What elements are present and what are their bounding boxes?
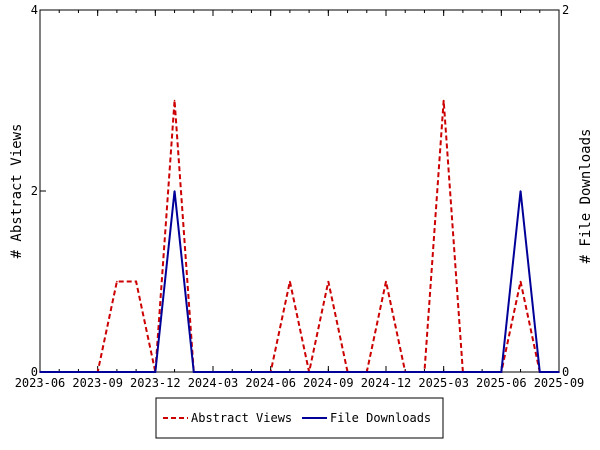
data-point-file-downloads — [500, 371, 503, 373]
series-line-file-downloads — [40, 190, 559, 373]
data-point-file-downloads — [289, 371, 291, 373]
data-point-file-downloads — [58, 371, 61, 373]
data-point-file-downloads — [250, 371, 253, 373]
y-left-tick-label: 4 — [31, 3, 38, 17]
y-axis-title-right: # File Downloads — [578, 129, 594, 264]
y-axis-title-left: # Abstract Views — [9, 124, 25, 259]
data-point-abstract-views — [116, 280, 118, 283]
x-tick-label: 2024-12 — [361, 376, 412, 390]
x-tick-label: 2024-03 — [188, 376, 239, 390]
data-point-file-downloads — [346, 371, 349, 373]
data-point-abstract-views — [135, 280, 137, 283]
series-line-abstract-views — [40, 100, 559, 373]
data-point-abstract-views — [519, 280, 522, 283]
data-point-abstract-views — [327, 280, 330, 283]
plot-frame — [39, 9, 560, 373]
data-point-abstract-views — [442, 99, 445, 102]
data-point-file-downloads — [385, 371, 387, 373]
data-point-file-downloads — [462, 371, 464, 373]
data-point-abstract-views — [289, 280, 291, 283]
data-point-file-downloads — [173, 190, 176, 192]
data-point-file-downloads — [365, 371, 368, 373]
legend-label-abstract-views: Abstract Views — [191, 411, 292, 425]
data-point-file-downloads — [135, 371, 137, 373]
x-tick-label: 2023-12 — [130, 376, 181, 390]
x-tick-label: 2024-06 — [245, 376, 296, 390]
x-tick-label: 2025-09 — [534, 376, 585, 390]
data-point-file-downloads — [116, 371, 118, 373]
data-point-file-downloads — [519, 190, 522, 192]
x-tick-label: 2024-09 — [303, 376, 354, 390]
legend-box — [155, 397, 444, 439]
data-point-file-downloads — [308, 371, 310, 373]
data-point-file-downloads — [269, 371, 272, 373]
x-tick-label: 2025-06 — [476, 376, 527, 390]
data-point-file-downloads — [96, 371, 99, 373]
data-point-file-downloads — [327, 371, 330, 373]
plot-area: 2023-06 2023-09 2023-12 2024-03 2024-06 2024-… — [15, 3, 585, 390]
data-point-file-downloads — [404, 371, 407, 373]
y-left-tick-label: 0 — [31, 365, 38, 379]
y-left-tick-label: 2 — [31, 184, 38, 198]
data-point-file-downloads — [212, 371, 214, 373]
data-point-file-downloads — [481, 371, 483, 373]
data-point-file-downloads — [192, 371, 195, 373]
data-point-file-downloads — [77, 371, 80, 373]
data-point-abstract-views — [173, 99, 176, 102]
data-point-file-downloads — [442, 371, 445, 373]
data-point-file-downloads — [538, 371, 541, 373]
data-point-file-downloads — [39, 371, 41, 373]
legend-label-file-downloads: File Downloads — [330, 411, 431, 425]
data-point-file-downloads — [558, 371, 560, 373]
data-point-file-downloads — [423, 371, 426, 373]
legend: Abstract Views File Downloads — [155, 397, 444, 439]
x-tick-label: 2025-03 — [418, 376, 469, 390]
x-tick-label: 2023-09 — [72, 376, 123, 390]
y-right-tick-label: 2 — [562, 3, 569, 17]
data-point-file-downloads — [154, 371, 157, 373]
data-point-file-downloads — [231, 371, 234, 373]
y-right-tick-label: 0 — [562, 365, 569, 379]
x-tick-label: 2023-06 — [15, 376, 66, 390]
data-point-abstract-views — [385, 280, 387, 283]
